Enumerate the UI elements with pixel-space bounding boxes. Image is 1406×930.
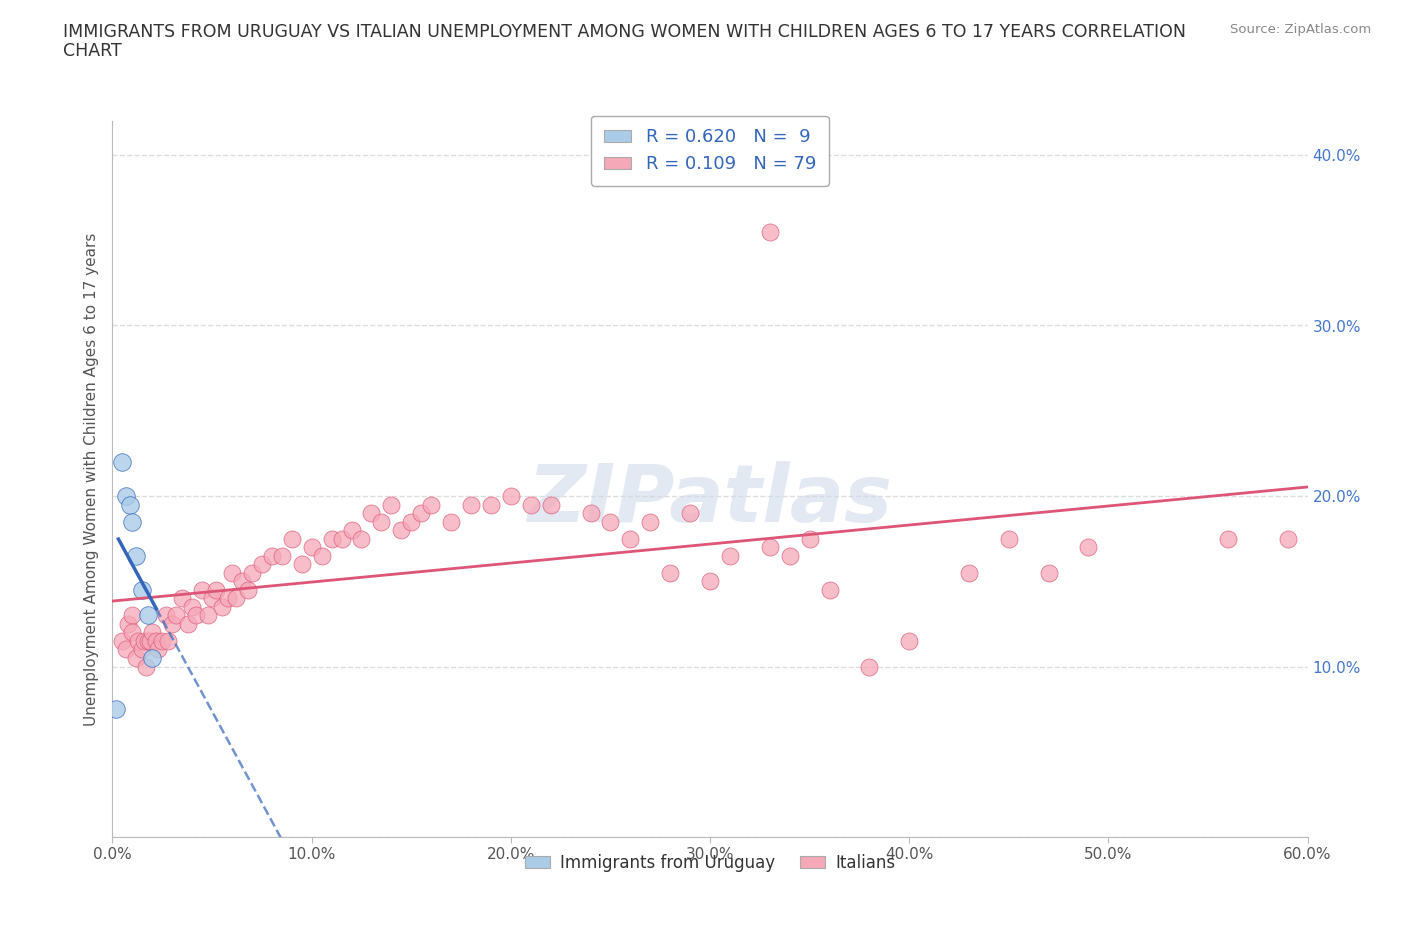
Point <box>389 523 412 538</box>
Point <box>127 633 149 648</box>
Text: ZIPatlas: ZIPatlas <box>527 461 893 539</box>
Point <box>155 608 177 623</box>
Point <box>121 608 143 623</box>
Y-axis label: Unemployment Among Women with Children Ages 6 to 17 years: Unemployment Among Women with Children A… <box>83 232 98 725</box>
Point <box>134 633 156 648</box>
Point <box>360 506 382 521</box>
Point <box>340 523 363 538</box>
Point <box>799 531 821 546</box>
Point <box>231 574 253 589</box>
Point <box>350 531 373 546</box>
Point <box>998 531 1021 546</box>
Point <box>145 633 167 648</box>
Point <box>619 531 641 546</box>
Point <box>197 608 219 623</box>
Point <box>111 633 134 648</box>
Point <box>211 600 233 615</box>
Text: Source: ZipAtlas.com: Source: ZipAtlas.com <box>1230 23 1371 36</box>
Point <box>205 582 228 597</box>
Text: CHART: CHART <box>63 42 122 60</box>
Point <box>640 514 662 529</box>
Point <box>718 549 741 564</box>
Point <box>131 582 153 597</box>
Point <box>240 565 263 580</box>
Point <box>191 582 214 597</box>
Point <box>699 574 721 589</box>
Point <box>157 633 180 648</box>
Point <box>411 506 433 521</box>
Point <box>111 455 134 470</box>
Point <box>115 642 138 657</box>
Point <box>201 591 224 605</box>
Point <box>759 539 782 554</box>
Point <box>131 642 153 657</box>
Point <box>236 582 259 597</box>
Point <box>121 625 143 640</box>
Point <box>540 497 562 512</box>
Point <box>260 549 283 564</box>
Point <box>186 608 208 623</box>
Point <box>125 549 148 564</box>
Point <box>659 565 682 580</box>
Point <box>270 549 292 564</box>
Point <box>291 557 314 572</box>
Point <box>301 539 323 554</box>
Point <box>117 617 139 631</box>
Point <box>679 506 702 521</box>
Point <box>1277 531 1299 546</box>
Point <box>1216 531 1239 546</box>
Point <box>120 497 142 512</box>
Point <box>420 497 443 512</box>
Point <box>330 531 353 546</box>
Point <box>250 557 273 572</box>
Point <box>759 224 782 239</box>
Point <box>135 659 157 674</box>
Point <box>460 497 482 512</box>
Point <box>1077 539 1099 554</box>
Point <box>177 617 200 631</box>
Point <box>499 488 522 503</box>
Legend: Immigrants from Uruguay, Italians: Immigrants from Uruguay, Italians <box>519 847 901 879</box>
Point <box>138 608 160 623</box>
Point <box>121 514 143 529</box>
Text: IMMIGRANTS FROM URUGUAY VS ITALIAN UNEMPLOYMENT AMONG WOMEN WITH CHILDREN AGES 6: IMMIGRANTS FROM URUGUAY VS ITALIAN UNEMP… <box>63 23 1187 41</box>
Point <box>321 531 343 546</box>
Point <box>281 531 304 546</box>
Point <box>579 506 602 521</box>
Point <box>138 633 160 648</box>
Point <box>141 625 163 640</box>
Point <box>141 651 163 666</box>
Point <box>957 565 980 580</box>
Point <box>520 497 543 512</box>
Point <box>311 549 333 564</box>
Point <box>165 608 187 623</box>
Point <box>599 514 621 529</box>
Point <box>148 642 170 657</box>
Point <box>858 659 880 674</box>
Point <box>162 617 183 631</box>
Point <box>898 633 921 648</box>
Point <box>217 591 239 605</box>
Point <box>150 633 173 648</box>
Point <box>440 514 463 529</box>
Point <box>105 702 128 717</box>
Point <box>115 488 138 503</box>
Point <box>380 497 402 512</box>
Point <box>818 582 841 597</box>
Point <box>125 651 148 666</box>
Point <box>172 591 194 605</box>
Point <box>370 514 392 529</box>
Point <box>479 497 502 512</box>
Point <box>401 514 423 529</box>
Point <box>181 600 204 615</box>
Point <box>221 565 243 580</box>
Point <box>139 633 162 648</box>
Point <box>1038 565 1060 580</box>
Point <box>225 591 247 605</box>
Point <box>779 549 801 564</box>
